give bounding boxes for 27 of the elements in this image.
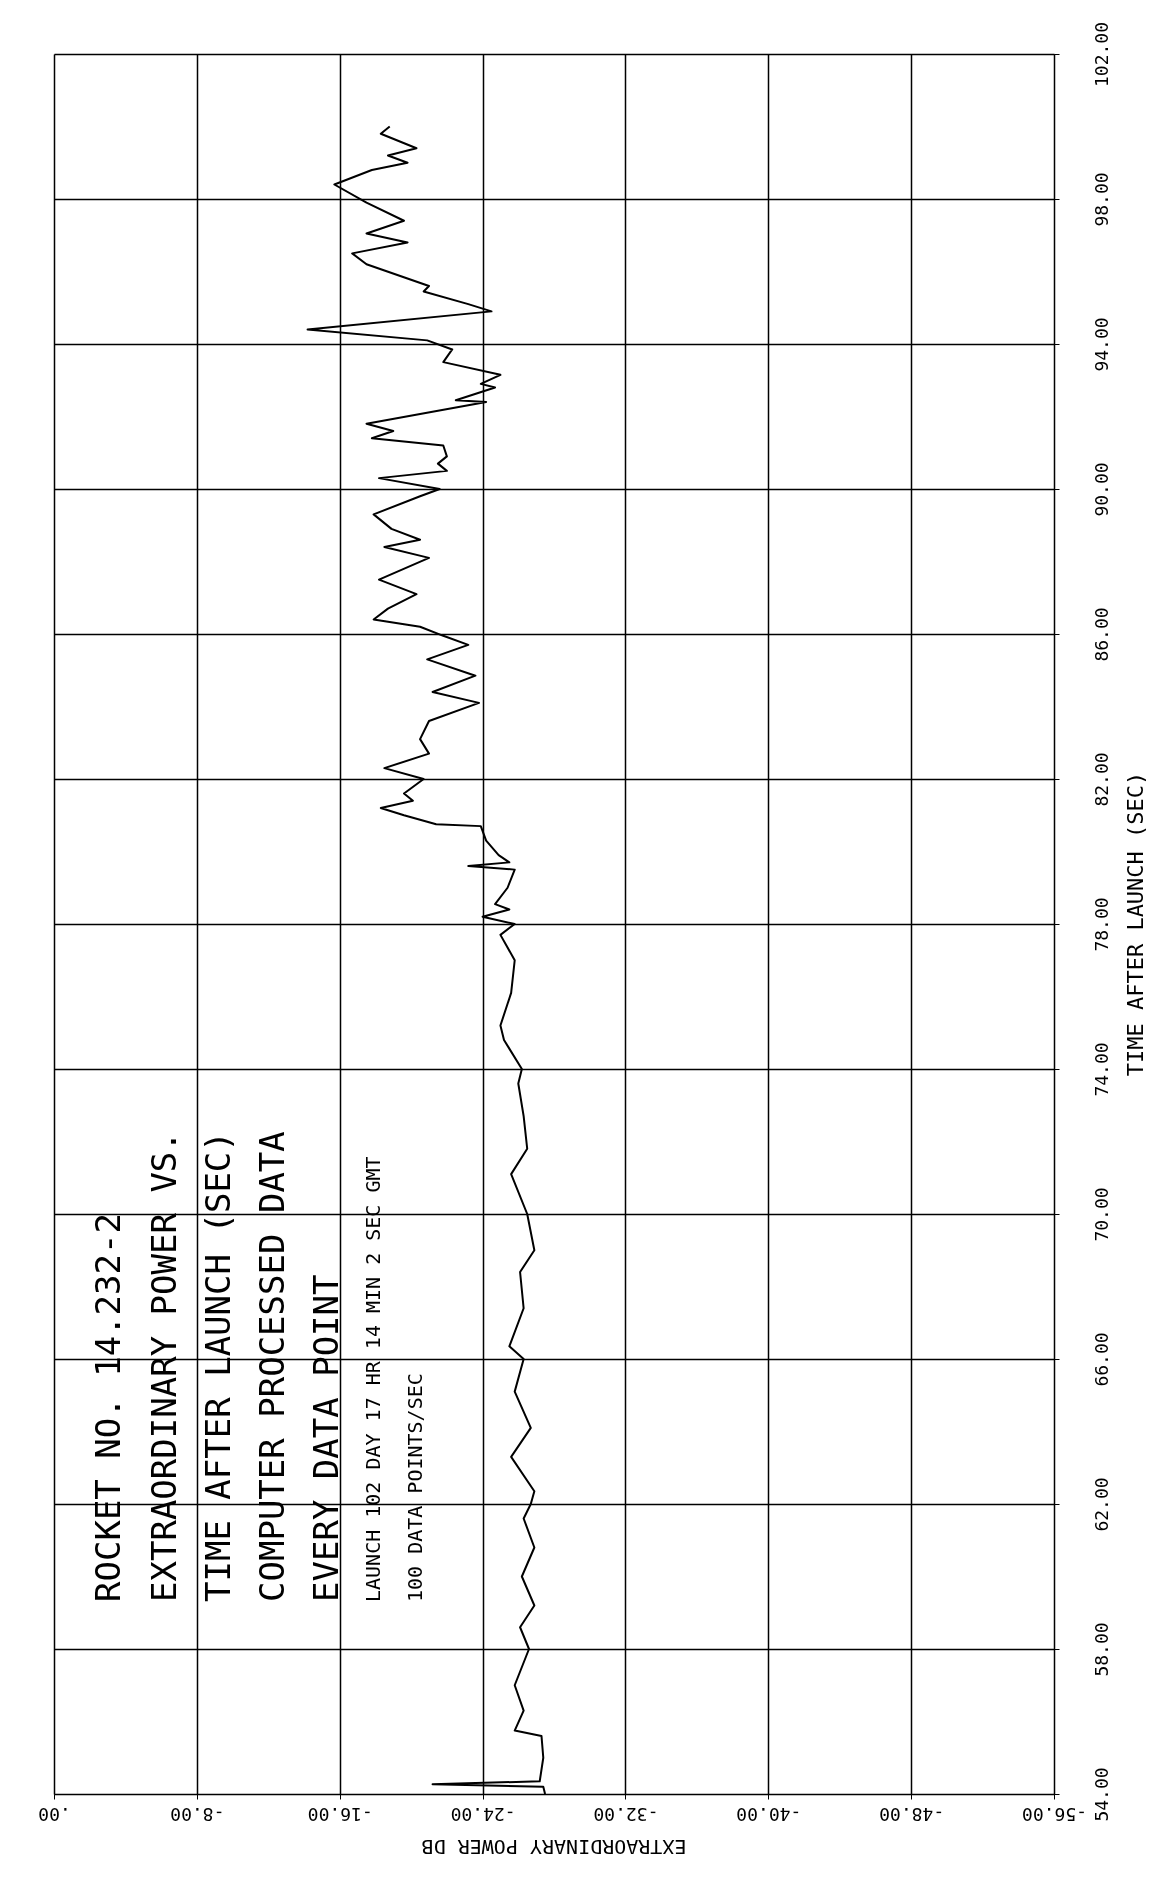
y-tick-label: 86.00 bbox=[1090, 607, 1112, 662]
annotation: 100 DATA POINTS/SEC bbox=[403, 1373, 427, 1602]
annotation: LAUNCH 102 DAY 17 HR 14 MIN 2 SEC GMT bbox=[361, 1156, 385, 1602]
y-tick-label: 54.00 bbox=[1090, 1767, 1112, 1822]
x-tick-label: -40.00 bbox=[736, 1803, 802, 1825]
y-axis-title: TIME AFTER LAUNCH (SEC) bbox=[1123, 771, 1148, 1077]
y-tick-label: 82.00 bbox=[1090, 752, 1112, 807]
y-tick-label: 102.00 bbox=[1090, 21, 1112, 88]
y-tick-label: 90.00 bbox=[1090, 462, 1112, 517]
x-tick-label: -32.00 bbox=[593, 1803, 659, 1825]
y-tick-label: 58.00 bbox=[1090, 1622, 1112, 1677]
y-tick-label: 78.00 bbox=[1090, 897, 1112, 952]
x-tick-label: -8.00 bbox=[170, 1803, 225, 1825]
y-tick-label: 66.00 bbox=[1090, 1332, 1112, 1387]
y-tick-label: 74.00 bbox=[1090, 1042, 1112, 1097]
x-tick-label: .00 bbox=[38, 1803, 71, 1825]
y-tick-label: 62.00 bbox=[1090, 1477, 1112, 1532]
x-tick-label: -24.00 bbox=[450, 1803, 516, 1825]
y-tick-label: 94.00 bbox=[1090, 317, 1112, 372]
x-tick-label: -16.00 bbox=[307, 1803, 373, 1825]
text: EXTRAORDINARY POWER VS. TIME AFTER LAUNCH (SEC) COMPUTER PROCESSED DATA EVERY DATA POINT bbox=[144, 1131, 346, 1602]
y-tick-label: 70.00 bbox=[1090, 1187, 1112, 1242]
y-tick-label: 98.00 bbox=[1090, 172, 1112, 227]
x-tick-label: -56.00 bbox=[1021, 1803, 1088, 1825]
x-tick-label: -48.00 bbox=[879, 1803, 945, 1825]
x-axis-title: EXTRAORDINARY POWER DB bbox=[421, 1835, 687, 1859]
text: ROCKET NO. 14.232-2 bbox=[88, 1213, 128, 1602]
